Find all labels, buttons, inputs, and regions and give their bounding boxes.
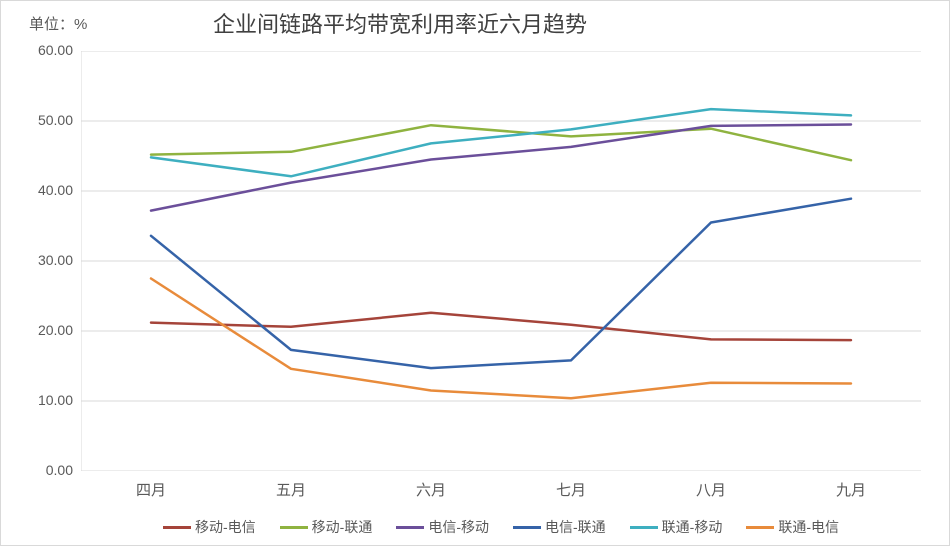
y-tick-label: 30.00 xyxy=(23,252,73,268)
chart-plot xyxy=(81,51,921,471)
legend-label: 电信-联通 xyxy=(545,517,606,537)
legend-item: 移动-电信 xyxy=(163,517,256,537)
legend-label: 移动-联通 xyxy=(312,517,373,537)
legend-label: 移动-电信 xyxy=(195,517,256,537)
legend-item: 移动-联通 xyxy=(280,517,373,537)
legend-label: 联通-移动 xyxy=(662,517,723,537)
legend-swatch xyxy=(280,526,308,529)
x-tick-label: 六月 xyxy=(401,479,461,500)
legend-item: 电信-移动 xyxy=(396,517,489,537)
x-tick-label: 五月 xyxy=(261,479,321,500)
y-tick-label: 0.00 xyxy=(23,462,73,478)
chart-legend: 移动-电信 移动-联通 电信-移动 电信-联通 联通-移动 联通-电信 xyxy=(81,517,921,537)
x-tick-label: 九月 xyxy=(821,479,881,500)
legend-item: 联通-移动 xyxy=(630,517,723,537)
legend-item: 联通-电信 xyxy=(746,517,839,537)
legend-item: 电信-联通 xyxy=(513,517,606,537)
legend-swatch xyxy=(163,526,191,529)
x-tick-label: 八月 xyxy=(681,479,741,500)
chart-title: 企业间链路平均带宽利用率近六月趋势 xyxy=(213,7,587,39)
legend-label: 联通-电信 xyxy=(778,517,839,537)
x-tick-label: 七月 xyxy=(541,479,601,500)
x-tick-label: 四月 xyxy=(121,479,181,500)
legend-label: 电信-移动 xyxy=(428,517,489,537)
legend-swatch xyxy=(630,526,658,529)
y-tick-label: 50.00 xyxy=(23,112,73,128)
y-tick-label: 10.00 xyxy=(23,392,73,408)
unit-label: 单位：% xyxy=(29,13,87,34)
legend-swatch xyxy=(746,526,774,529)
y-tick-label: 20.00 xyxy=(23,322,73,338)
legend-swatch xyxy=(513,526,541,529)
y-tick-label: 40.00 xyxy=(23,182,73,198)
legend-swatch xyxy=(396,526,424,529)
y-tick-label: 60.00 xyxy=(23,42,73,58)
